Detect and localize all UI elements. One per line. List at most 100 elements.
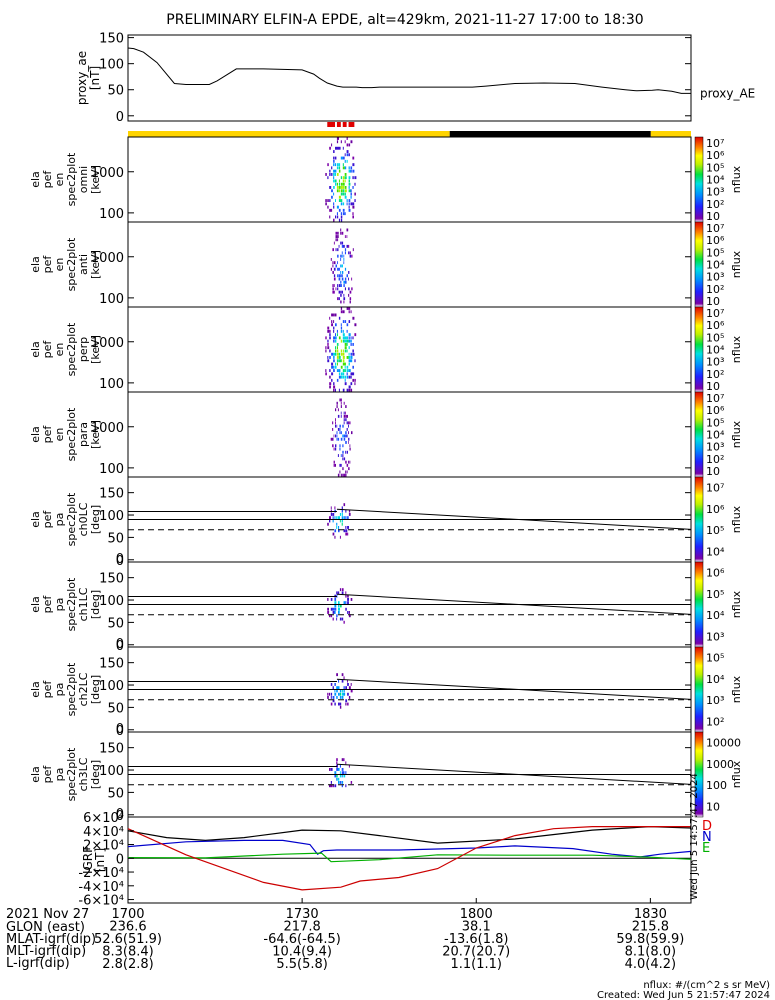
spectrum-perp-cell <box>352 316 355 320</box>
pitch-angle-ch2-cell <box>341 679 344 683</box>
spectrum-para-ylabel-2: en <box>53 428 66 442</box>
spectrum-omni-cell <box>350 202 353 206</box>
spectrum-anti-cell <box>335 264 337 268</box>
ephemeris-glon: 38.1 <box>462 920 491 935</box>
igrf-line-Z <box>127 825 691 891</box>
pitch-angle-ch2-cell <box>334 702 336 706</box>
spectrum-anti-cell <box>344 277 347 281</box>
spectrum-perp-cell <box>348 336 350 340</box>
spectrum-omni-colorbar-tick: 10³ <box>706 186 724 199</box>
spectrum-omni-cell <box>342 156 345 160</box>
pitch-angle-ch1-colorbar-tick: 10⁴ <box>706 609 725 622</box>
spectrum-anti-cell <box>344 267 347 271</box>
pitch-angle-ch2-ytick-label-zero: 0 <box>116 722 124 737</box>
spectrum-anti-cell <box>352 248 354 252</box>
pitch-angle-ch3-colorbar-tick: 100 <box>706 779 727 792</box>
spectrum-omni-cell <box>344 186 347 189</box>
spectrum-para-cell <box>339 444 341 448</box>
spectrum-anti-cell <box>333 267 336 271</box>
spectrum-para-cell <box>348 460 350 464</box>
spectrum-omni-cell <box>329 169 331 173</box>
spectrum-perp-ylabel-5: [keV] <box>89 335 102 364</box>
proxy-ae-line <box>127 47 691 94</box>
pitch-angle-ch1-ylabel-1: pef <box>41 595 54 614</box>
spectrum-perp-cell <box>327 346 330 350</box>
created-stamp: Created: Wed Jun 5 21:57:47 2024 <box>597 990 770 1000</box>
spectrum-anti-cell <box>333 290 335 294</box>
spectrum-anti-colorbar <box>694 221 704 308</box>
spectrum-perp-cell <box>350 339 352 343</box>
spectrum-omni-cell <box>346 143 349 147</box>
spectrum-perp-cell <box>325 369 327 372</box>
spectrum-perp-cell <box>340 352 343 356</box>
pitch-angle-ch0-cell <box>336 522 338 526</box>
spectrum-perp-zlabel: nflux <box>730 335 743 363</box>
pitch-angle-ch3-ytick-label: 150 <box>99 742 124 757</box>
pitch-angle-ch2-ytick-label: 0 <box>116 724 124 739</box>
spectrum-anti-colorbar-tick: 10³ <box>706 271 724 284</box>
pitch-angle-ch1-cell <box>348 614 351 618</box>
spectrum-perp-cell <box>348 310 350 314</box>
spectrum-perp-cell <box>336 378 339 382</box>
spectrum-para-cell <box>337 408 339 412</box>
spectrum-perp-cell <box>346 372 348 376</box>
ephemeris-glon: 217.8 <box>284 920 321 935</box>
spectrum-perp-cell <box>350 388 353 392</box>
pitch-angle-ch3-ylabel-5: [deg] <box>89 760 102 789</box>
spectrum-perp-cell <box>344 375 346 379</box>
spectrum-perp-cell <box>346 323 349 327</box>
spectrum-omni-colorbar <box>694 136 704 223</box>
spectrum-omni-cell <box>342 212 345 216</box>
pitch-angle-ch3-cell <box>336 768 339 771</box>
spectrum-perp-cell <box>340 372 343 376</box>
spectrum-para-cell <box>345 414 347 418</box>
spectrum-para-cell <box>339 463 341 467</box>
pitch-angle-ch2-ytick-label: 100 <box>99 679 124 694</box>
spectrum-anti-cell <box>343 254 345 258</box>
spectrum-omni-cell <box>348 186 350 189</box>
spectrum-anti-cell <box>338 290 340 294</box>
spectrum-omni-colorbar-tick: 10⁴ <box>706 174 725 187</box>
spectrum-para-cell <box>339 470 341 474</box>
spectrum-omni-cell <box>344 195 347 199</box>
spectrum-omni-cell <box>344 176 347 180</box>
igrf-ytick-label: -4×10⁴ <box>78 880 124 895</box>
spectrum-para-cell <box>345 441 347 444</box>
spectrum-perp-cell <box>329 369 331 372</box>
igrf-ylabel-1: [nT] <box>93 848 107 872</box>
spectrum-perp-cell <box>346 336 348 340</box>
spectrum-anti-cell <box>351 287 353 291</box>
spectrum-omni-cell <box>348 199 351 202</box>
spectrum-para-ylabel-1: pef <box>41 425 54 444</box>
spectrum-perp-cell <box>335 339 337 343</box>
pitch-angle-ch0-cell <box>327 522 329 526</box>
pitch-angle-ch2-ylabel-4: ch2LC <box>77 672 90 706</box>
pitch-angle-ch2-cell <box>334 683 336 686</box>
spectrum-perp-cell <box>333 339 335 343</box>
pitch-angle-ch0-colorbar-tick: 10⁷ <box>706 482 724 495</box>
spectrum-omni-cell <box>340 182 343 186</box>
spectrum-perp-cell <box>348 320 351 323</box>
spectrum-para-cell <box>339 428 341 431</box>
pitch-angle-ch2-cell <box>347 679 348 683</box>
spectrum-para-cell <box>348 441 349 444</box>
spectrum-anti-cell <box>341 254 343 258</box>
spectrum-omni-cell <box>340 192 343 196</box>
pitch-angle-ch3-cell <box>350 781 353 784</box>
pitch-angle-ch3-cell <box>345 761 347 765</box>
spectrum-omni-cell <box>335 179 337 183</box>
spectrum-omni-colorbar-tick: 10⁷ <box>706 137 724 150</box>
spectrum-omni-cell <box>329 146 331 150</box>
spectrum-omni-colorbar-tick: 10⁶ <box>706 149 725 162</box>
spectrum-omni-cell <box>354 199 356 202</box>
pitch-angle-ch0-cell <box>341 519 343 523</box>
spectrum-anti-cell <box>343 258 345 261</box>
spectrum-omni-cell <box>333 202 335 206</box>
spectrum-omni-cell <box>336 182 338 186</box>
spectrum-omni-colorbar-tick: 10⁵ <box>706 161 724 174</box>
spectrum-omni-cell <box>350 166 353 170</box>
spectrum-anti-cell <box>340 228 342 232</box>
